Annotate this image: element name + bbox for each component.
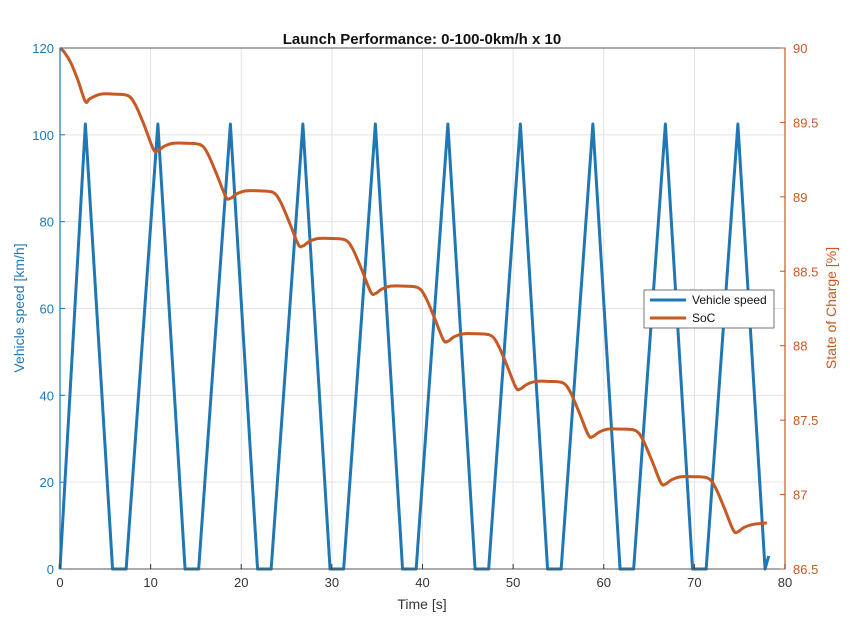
x-tick-label: 70 <box>687 575 701 590</box>
x-tick-label: 60 <box>597 575 611 590</box>
x-tick-label: 80 <box>778 575 792 590</box>
x-tick-label: 30 <box>325 575 339 590</box>
x-tick-label: 40 <box>415 575 429 590</box>
series-line-soc <box>58 46 768 535</box>
y-left-tick-label: 60 <box>40 302 54 317</box>
legend-label-soc: SoC <box>692 311 716 325</box>
y-right-tick-label: 88 <box>793 339 807 354</box>
x-tick-label: 20 <box>234 575 248 590</box>
legend: Vehicle speed SoC <box>643 289 775 329</box>
series-line-vehicle-speed <box>58 122 771 571</box>
y-left-tick-label: 0 <box>47 562 54 577</box>
axis-ticks: 0 10 20 30 40 50 60 70 80 0 20 40 60 80 100 120 86.5 87 87… <box>32 41 818 590</box>
y-left-tick-label: 80 <box>40 215 54 230</box>
y-right-tick-label: 89 <box>793 190 807 205</box>
y-right-tick-label: 88.5 <box>793 264 818 279</box>
x-tick-label: 0 <box>56 575 63 590</box>
y-left-tick-label: 120 <box>32 41 54 56</box>
legend-label-speed: Vehicle speed <box>692 293 767 307</box>
y-right-tick-label: 86.5 <box>793 562 818 577</box>
chart-title: Launch Performance: 0-100-0km/h x 10 <box>283 31 561 48</box>
x-tick-label: 10 <box>143 575 157 590</box>
x-axis-label: Time [s] <box>397 596 446 612</box>
x-tick-label: 50 <box>506 575 520 590</box>
legend-box <box>643 289 775 329</box>
y-left-tick-label: 20 <box>40 475 54 490</box>
y-right-tick-label: 90 <box>793 41 807 56</box>
y-axis-left-label: Vehicle speed [km/h] <box>11 243 27 372</box>
y-right-tick-label: 89.5 <box>793 115 818 130</box>
y-axis-right-label: State of Charge [%] <box>823 247 839 369</box>
y-right-tick-label: 87.5 <box>793 413 818 428</box>
y-right-tick-label: 87 <box>793 488 807 503</box>
y-left-tick-label: 40 <box>40 388 54 403</box>
y-left-tick-label: 100 <box>32 128 54 143</box>
